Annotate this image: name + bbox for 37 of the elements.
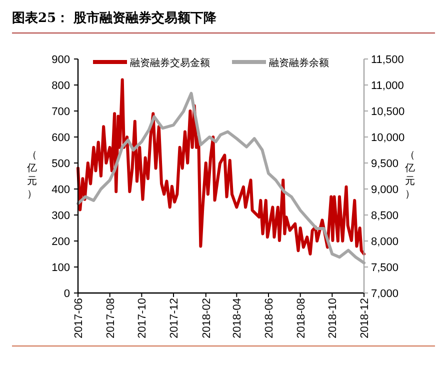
y-axis-title: （亿元） xyxy=(26,150,37,200)
y2-axis-title: （亿元） xyxy=(404,150,415,200)
x-tick-label: 2018-02 xyxy=(200,298,213,338)
x-tick-label: 2018-04 xyxy=(232,298,244,338)
legend-融资融券交易金额: 融资融券交易金额 xyxy=(93,58,210,69)
y-tick-label: 800 xyxy=(52,80,70,92)
x-tick-label: 2018-10 xyxy=(327,298,340,338)
x-tick-label: 2017-12 xyxy=(168,298,181,338)
x-tick-label: 2018-06 xyxy=(263,298,276,338)
y2-tick-label: 9,000 xyxy=(371,184,399,196)
y2-tick-label: 9,500 xyxy=(371,158,399,170)
y-tick-label: 700 xyxy=(52,106,70,118)
y2-tick-label: 11,500 xyxy=(371,54,404,66)
y2-tick-label: 7,000 xyxy=(371,288,399,300)
y-tick-label: 500 xyxy=(52,158,70,170)
y-tick-label: 600 xyxy=(52,132,70,144)
y-tick-label: 900 xyxy=(52,54,70,66)
y-tick-label: 300 xyxy=(52,210,70,222)
y-tick-label: 100 xyxy=(52,262,70,274)
x-tick-label: 2017-06 xyxy=(73,298,85,338)
legend-label: 融资融券余额 xyxy=(269,57,329,69)
y-tick-label: 200 xyxy=(52,236,70,248)
legend-label: 融资融券交易金额 xyxy=(130,57,210,69)
y-tick-label: 400 xyxy=(52,184,70,196)
chart-title: 图表25： 股市融资融券交易额下降 xyxy=(12,10,218,26)
y2-tick-label: 11,000 xyxy=(371,80,404,92)
y2-tick-label: 8,500 xyxy=(371,210,399,222)
y2-tick-label: 8,000 xyxy=(371,236,399,248)
x-tick-label: 2017-08 xyxy=(104,298,117,338)
x-tick-label: 2017-10 xyxy=(136,298,149,338)
legend-融资融券余额: 融资融券余额 xyxy=(232,58,329,69)
y2-tick-label: 10,000 xyxy=(371,132,405,144)
y-tick-label: 0 xyxy=(64,288,70,300)
x-tick-label: 2018-08 xyxy=(295,298,308,338)
x-tick-label: 2018-12 xyxy=(359,298,371,338)
y2-tick-label: 10,500 xyxy=(371,106,405,118)
y2-tick-label: 7,500 xyxy=(371,262,399,274)
